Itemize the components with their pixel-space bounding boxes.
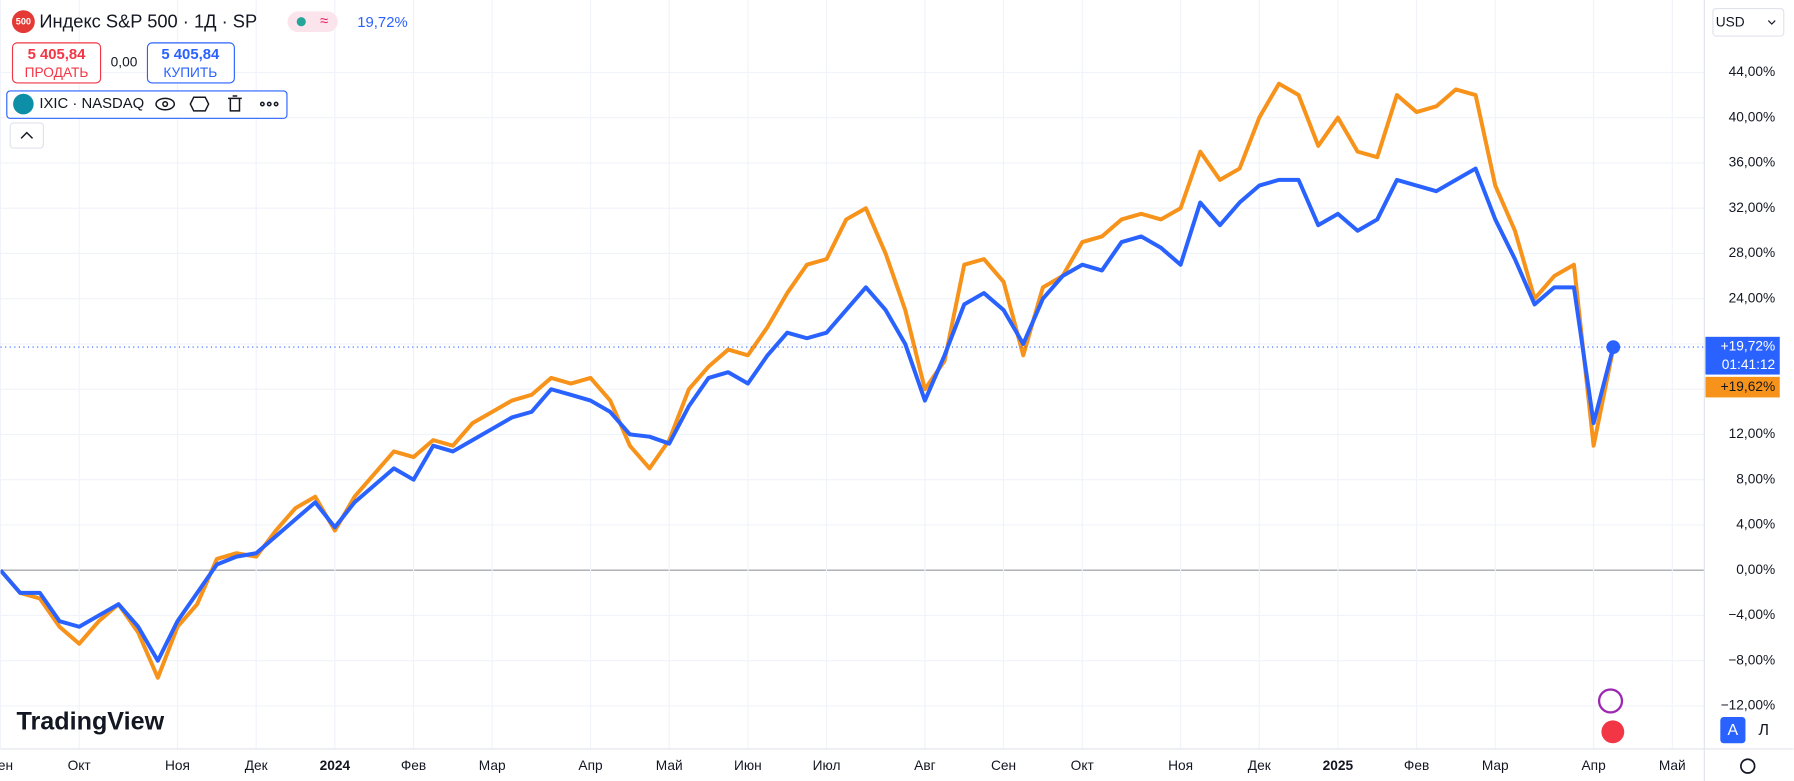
- symbol-icon: [11, 10, 35, 34]
- collapse-icon: [20, 131, 34, 139]
- y-tick-label: −12,00%: [1721, 698, 1776, 713]
- x-tick-label: 2024: [320, 758, 351, 773]
- axes: −12,00% −8,00% −4,00% 0,00% 4,00% 8,00% 12,00%…: [0, 64, 1780, 773]
- eye-pupil: [162, 101, 169, 108]
- currency: USD: [1716, 14, 1745, 29]
- y-tick-label: 12,00%: [1729, 426, 1776, 441]
- currency-chevron: [1767, 20, 1776, 25]
- buy-price: 5 405,84: [161, 47, 220, 63]
- x-tick-label: Фев: [401, 758, 426, 773]
- last-value-box: [1705, 336, 1780, 375]
- x-tick-label: 2025: [1323, 758, 1354, 773]
- x-tick-label: Мар: [1482, 758, 1509, 773]
- legend-actions: [155, 95, 279, 112]
- symbol-title[interactable]: Индекс S&P 500 · 1Д · SP: [39, 11, 257, 32]
- x-tick-label: Окт: [68, 758, 92, 773]
- auto-scale-label: A: [1728, 722, 1739, 739]
- sell-button[interactable]: [11, 42, 102, 84]
- x-tick-label: Июл: [813, 758, 841, 773]
- auto-scale-button[interactable]: [1720, 716, 1746, 744]
- y-tick-label: 40,00%: [1729, 109, 1776, 124]
- x-tick-label: Дек: [245, 758, 269, 773]
- x-tick-label: Сен: [0, 758, 13, 773]
- settings-gear[interactable]: [1740, 758, 1756, 774]
- events-icon[interactable]: [1597, 688, 1624, 714]
- last-value-label: +19,62%: [1721, 379, 1776, 394]
- status-dot: [296, 17, 306, 27]
- spread: 0,00: [111, 55, 138, 70]
- y-tick-label: 4,00%: [1736, 517, 1775, 532]
- collapse-button[interactable]: [9, 122, 44, 149]
- x-tick-label: Фев: [1404, 758, 1429, 773]
- settings-icon[interactable]: [189, 96, 210, 112]
- currency-button[interactable]: [1712, 8, 1785, 37]
- sell-label: ПРОДАТЬ: [25, 65, 89, 80]
- x-tick-label: Дек: [1248, 758, 1272, 773]
- compare-name: IXIC · NASDAQ: [39, 96, 144, 112]
- series-line: [0, 166, 1616, 663]
- eye-icon[interactable]: [155, 97, 176, 111]
- symbol-icon-text: 500: [16, 17, 31, 27]
- delete-icon[interactable]: [228, 95, 242, 112]
- y-tick-label: 44,00%: [1729, 64, 1776, 79]
- x-tick-label: Апр: [1582, 758, 1607, 773]
- y-tick-label: 32,00%: [1729, 200, 1776, 215]
- y-tick-label: 0,00%: [1736, 562, 1775, 577]
- sell-price: 5 405,84: [28, 47, 87, 63]
- compare-legend[interactable]: [6, 90, 288, 119]
- change-percent: 19,72%: [357, 15, 407, 31]
- y-tick-label: −8,00%: [1728, 652, 1775, 667]
- flag-icon[interactable]: [1601, 720, 1625, 744]
- x-tick-label: Май: [1659, 758, 1686, 773]
- last-value-label: +19,72%: [1721, 339, 1776, 354]
- plot: [0, 81, 1705, 680]
- y-tick-label: 8,00%: [1736, 471, 1775, 486]
- x-tick-label: Мар: [479, 758, 506, 773]
- x-tick-label: Май: [656, 758, 683, 773]
- buy-label: КУПИТЬ: [163, 65, 217, 80]
- buy-button[interactable]: [146, 42, 235, 84]
- last-point: [1606, 340, 1621, 354]
- y-tick-label: −4,00%: [1728, 607, 1775, 622]
- x-tick-label: Ноя: [165, 758, 190, 773]
- y-tick-label: 36,00%: [1729, 155, 1776, 170]
- y-tick-label: 28,00%: [1729, 245, 1776, 260]
- x-tick-label: Ноя: [1168, 758, 1193, 773]
- status-pill-text: ≈: [320, 14, 328, 30]
- series-line: [0, 81, 1616, 680]
- compare-icon: [13, 93, 34, 115]
- x-tick-label: Авг: [914, 758, 935, 773]
- log-scale-label[interactable]: Л: [1759, 722, 1770, 739]
- x-tick-label: Окт: [1071, 758, 1095, 773]
- countdown: 01:41:12: [1722, 357, 1775, 372]
- x-tick-label: Сен: [991, 758, 1016, 773]
- last-value-box: [1705, 376, 1780, 398]
- y-tick-label: 24,00%: [1729, 290, 1776, 305]
- x-tick-label: Апр: [578, 758, 603, 773]
- status-pill[interactable]: [287, 11, 338, 33]
- logo: TradingView: [17, 707, 165, 735]
- x-tick-label: Июн: [734, 758, 762, 773]
- grid: [0, 0, 1705, 749]
